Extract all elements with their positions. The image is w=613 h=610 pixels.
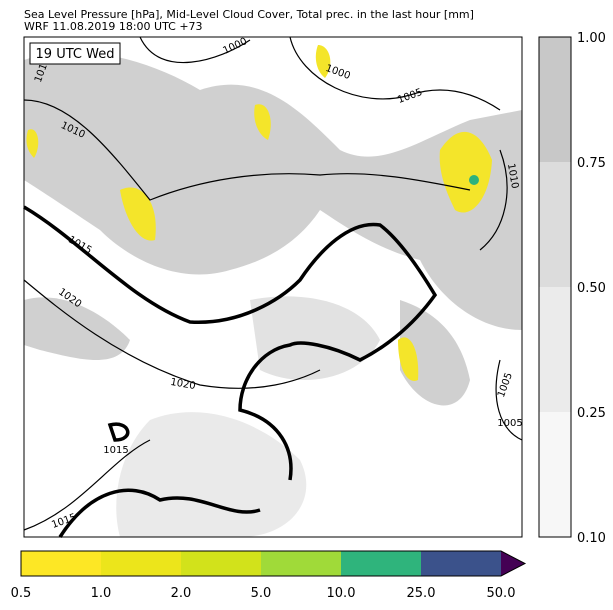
colorbar-frame: [20, 550, 527, 577]
colorbar-segment: [539, 412, 571, 537]
isobar: [479, 149, 508, 251]
precip-area: [254, 104, 271, 140]
isobar: [23, 439, 151, 531]
isobar: [289, 36, 501, 111]
precip-area: [120, 187, 156, 241]
colorbar-tick-label: 0.75: [577, 156, 606, 171]
colorbar-tick-label: 10.0: [327, 586, 356, 601]
precip-area: [26, 129, 39, 158]
colorbar-tick-label: 0.5: [11, 586, 32, 601]
precip-colorbar: 0.5 1.0 2.0 5.0 10.0 25.0 50.0: [11, 550, 527, 601]
contour-label: 1010: [505, 163, 520, 190]
isobar: [23, 99, 471, 201]
colorbar-segment: [421, 551, 501, 576]
colorbar-segment: [181, 551, 261, 576]
colorbar-extend: [501, 551, 525, 576]
cloud-colorbar: 1.00 0.75 0.50 0.25 0.10: [538, 31, 606, 546]
precip-area: [398, 337, 419, 381]
map: 1010 1000 1000 1005 1010 1010 1015 1020 …: [23, 36, 523, 538]
colorbar-tick-label: 0.25: [577, 406, 606, 421]
map-frame: [23, 36, 523, 538]
isobar-line: [107, 422, 130, 442]
cloud-area: [24, 297, 130, 360]
colorbar-tick-label: 0.10: [577, 531, 606, 546]
colorbar-tick-label: 25.0: [407, 586, 436, 601]
isobar-line: [58, 488, 261, 538]
time-label-box: [29, 42, 121, 65]
colorbar-segment: [341, 551, 421, 576]
isobars: [23, 36, 523, 531]
precip-area: [315, 45, 331, 78]
precip-area: [439, 131, 492, 213]
colorbar-segment: [539, 37, 571, 162]
cloud-area: [250, 296, 380, 380]
colorbar-tick-label: 1.00: [577, 31, 606, 46]
colorbar-tick-label: 50.0: [487, 586, 516, 601]
colorbar-tick-label: 5.0: [251, 586, 272, 601]
isobar: [23, 279, 321, 389]
time-label: 19 UTC Wed: [36, 47, 115, 62]
isobar: [139, 36, 251, 64]
precip-area: [469, 175, 479, 185]
colorbar-tick-label: 0.50: [577, 281, 606, 296]
colorbar-segment: [21, 551, 101, 576]
isobar-1015: [23, 205, 438, 538]
title: Sea Level Pressure [hPa], Mid-Level Clou…: [24, 8, 474, 21]
subtitle: WRF 11.08.2019 18:00 UTC +73: [24, 20, 203, 33]
colorbar-segment: [539, 287, 571, 412]
colorbar-segment: [261, 551, 341, 576]
isobar: [495, 359, 523, 441]
colorbar-tick-label: 1.0: [91, 586, 112, 601]
contour-label: 1020: [169, 377, 196, 392]
colorbar-tick-label: 2.0: [171, 586, 192, 601]
colorbar-frame: [538, 36, 572, 538]
cloud-area: [116, 412, 307, 537]
colorbar-segment: [539, 162, 571, 287]
contour-label: 1015: [103, 445, 128, 456]
isobar-line: [23, 205, 438, 481]
colorbar-segment: [101, 551, 181, 576]
precipitation: [26, 45, 492, 381]
cloud-area: [24, 51, 522, 330]
contour-label: 1005: [497, 418, 522, 429]
